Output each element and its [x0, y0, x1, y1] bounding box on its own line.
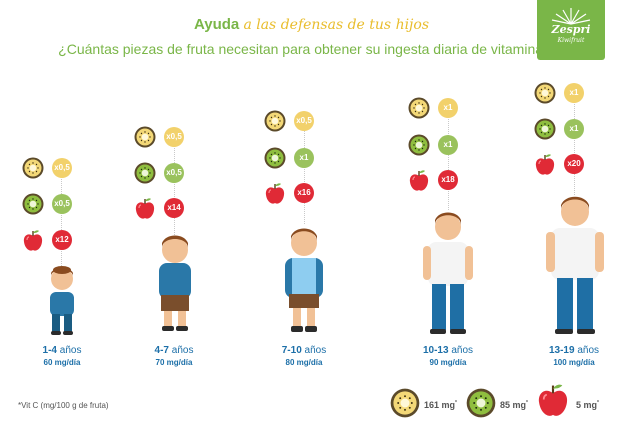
title-plain: Ayuda [193, 16, 240, 33]
age-label: 7-10 años [281, 345, 327, 356]
gold-kiwi-icon [264, 110, 286, 132]
page-subtitle: ¿Cuántas piezas de fruta necesitan para … [58, 41, 565, 57]
green-kiwi-icon [264, 147, 286, 169]
badge-green: x0,5 [52, 194, 72, 214]
apple-legend-icon [536, 382, 570, 420]
green-kiwi-legend-icon [466, 388, 496, 418]
apple-icon [134, 197, 156, 221]
dose-label: 90 mg/día [429, 358, 467, 367]
dose-label: 60 mg/día [43, 358, 81, 367]
dose-label: 80 mg/día [285, 358, 323, 367]
badge-green: x1 [294, 148, 314, 168]
badge-apple: x14 [164, 198, 184, 218]
badge-gold: x0,5 [294, 111, 314, 131]
legend-apple-value: 5 mg* [576, 400, 599, 410]
badge-gold: x1 [438, 98, 458, 118]
teen-figure [423, 212, 473, 334]
badge-gold: x1 [564, 83, 584, 103]
green-kiwi-icon [408, 134, 430, 156]
gold-kiwi-icon [534, 82, 556, 104]
apple-icon [534, 153, 556, 177]
toddler-figure [50, 266, 74, 335]
badge-apple: x12 [52, 230, 72, 250]
dose-label: 100 mg/día [553, 358, 595, 367]
logo-brand: Zespri [551, 23, 591, 36]
badge-green: x1 [564, 119, 584, 139]
badge-apple: x20 [564, 154, 584, 174]
footnote: *Vit C (mg/100 g de fruta) [18, 401, 109, 410]
age-label: 13-19 años [548, 345, 600, 356]
badge-green: x1 [438, 135, 458, 155]
child-figure [159, 235, 191, 331]
zespri-logo: Zespri Kiwifruit [537, 0, 605, 60]
title-script: a las defensas de tus hijos [243, 17, 430, 33]
apple-icon [264, 182, 286, 206]
legend-green-value: 85 mg* [500, 400, 528, 410]
badge-apple: x16 [294, 183, 314, 203]
green-kiwi-icon [534, 118, 556, 140]
green-kiwi-icon [22, 193, 44, 215]
green-kiwi-icon [134, 162, 156, 184]
logo-sub: Kiwifruit [557, 37, 585, 44]
legend-gold-value: 161 mg* [424, 400, 457, 410]
age-label: 4-7 años [154, 345, 194, 356]
badge-gold: x0,5 [52, 158, 72, 178]
gold-kiwi-icon [134, 126, 156, 148]
gold-kiwi-icon [408, 97, 430, 119]
kid-figure [285, 228, 323, 332]
gold-kiwi-icon [22, 157, 44, 179]
dose-label: 70 mg/día [155, 358, 193, 367]
badge-green: x0,5 [164, 163, 184, 183]
sunburst-icon [551, 8, 591, 25]
gold-kiwi-legend-icon [390, 388, 420, 418]
teenager-figure [546, 196, 604, 334]
age-label: 1-4 años [42, 345, 82, 356]
apple-icon [22, 229, 44, 253]
apple-icon [408, 169, 430, 193]
badge-gold: x0,5 [164, 127, 184, 147]
badge-apple: x18 [438, 170, 458, 190]
page-title: Ayuda a las defensas de tus hijos [0, 16, 623, 33]
age-label: 10-13 años [422, 345, 474, 356]
